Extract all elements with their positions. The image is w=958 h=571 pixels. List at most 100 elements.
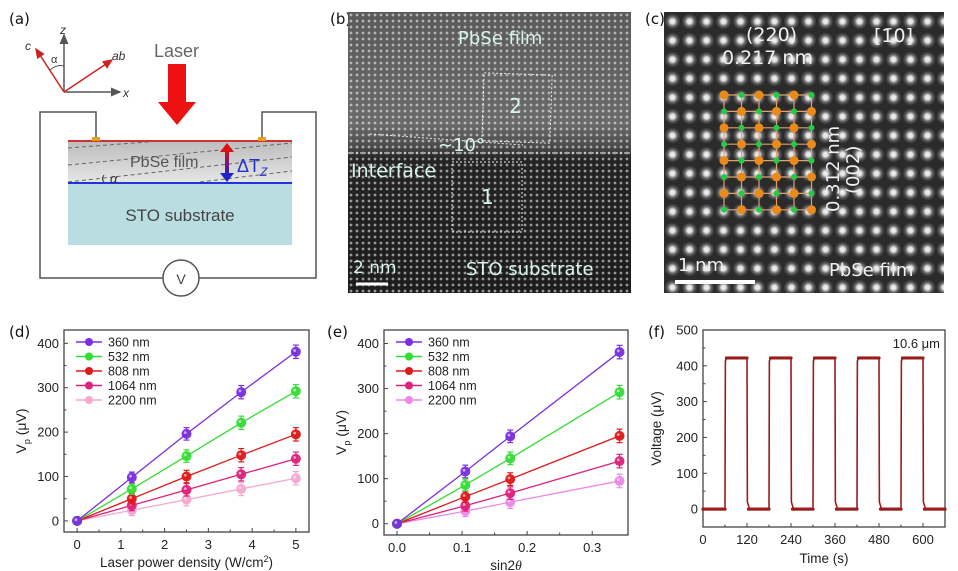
tilt-arc [102, 174, 105, 183]
pb-atom [719, 188, 729, 198]
data-point [614, 347, 625, 358]
series-line [396, 480, 620, 525]
legend-label: 2200 nm [108, 394, 157, 408]
se-atom [756, 141, 762, 148]
data-point [460, 466, 471, 477]
data-point [236, 387, 247, 398]
x-axis-label: Laser power density (W/cm2) [100, 554, 273, 570]
z-axis-label: z [59, 23, 66, 37]
x-tick-label: 480 [868, 532, 890, 547]
data-point [921, 356, 925, 360]
se-atom [738, 157, 745, 164]
film-label: PbSe film [130, 154, 198, 171]
legend-label: 532 nm [428, 350, 470, 364]
se-atom [791, 141, 797, 148]
substrate-label: STO substrate [125, 206, 234, 225]
data-point [614, 475, 625, 486]
data-point-highlight [183, 496, 187, 500]
panel-label-e: (e) [327, 323, 348, 341]
angle-label: ~10° [438, 135, 485, 156]
region-1-box [451, 161, 523, 233]
pbse-film-layer [68, 141, 292, 183]
chart-e-angle-dependence: 0.0 0.1 0.2 0.3 0 100 200 300 400 sin2θ Vp (μV) 360… [333, 329, 629, 571]
legend-label: 2200 nm [428, 394, 477, 408]
data-point-highlight [183, 431, 187, 435]
data-point [181, 451, 192, 462]
data-point-highlight [74, 518, 78, 522]
se-atom [756, 206, 762, 213]
laser-label: Laser [154, 41, 199, 61]
series-808-nm [72, 427, 301, 526]
se-atom [738, 92, 745, 98]
data-point [833, 356, 837, 360]
response-line [703, 357, 945, 510]
y-tick-label: 200 [676, 430, 698, 445]
c-axis-label: c [25, 39, 31, 53]
pb-atom [754, 188, 764, 198]
series-532-nm [72, 384, 301, 526]
c-axis [35, 47, 65, 93]
pb-atom [772, 172, 781, 182]
pb-atom [807, 205, 816, 215]
legend-marker [405, 338, 413, 346]
data-point-highlight [293, 475, 297, 479]
x-tick-label: 600 [912, 532, 934, 547]
se-atom [756, 108, 762, 115]
se-atom [808, 157, 815, 164]
data-point [723, 507, 727, 511]
data-point-highlight [616, 349, 620, 353]
x-tick-label: 120 [736, 532, 758, 547]
series-line [396, 460, 620, 525]
panel-label-c: (c) [645, 10, 665, 28]
y-axis-label-unit: (μV) [333, 410, 349, 441]
series-1064-nm [392, 453, 625, 529]
crystal-model [719, 90, 816, 215]
data-point-highlight [462, 503, 466, 506]
tilt-line [369, 133, 524, 146]
x-axis-label: sin2θ [490, 558, 522, 571]
pb-atom [754, 156, 764, 166]
y-tick-label: 200 [357, 426, 379, 441]
pb-atom [807, 139, 816, 149]
pb-atom [772, 205, 781, 215]
y-axis-label-sub: p [342, 441, 352, 446]
pb-atom [789, 123, 799, 133]
se-atom [791, 174, 797, 180]
y-tick-label: 200 [37, 425, 59, 440]
y-axis-label: Vp (μV) [333, 410, 352, 455]
data-point [181, 484, 192, 495]
x-tick-label: 240 [780, 532, 802, 547]
plane-002-label: (002) [843, 145, 864, 194]
y-tick-label: 0 [691, 502, 698, 517]
pb-atom [807, 172, 816, 182]
data-point-highlight [129, 474, 133, 478]
x-tick-label: 3 [205, 537, 212, 552]
y-tick-label: 100 [357, 471, 379, 486]
pb-atom [719, 156, 729, 166]
pb-atom [772, 139, 781, 149]
se-atom [773, 190, 780, 197]
data-point-highlight [293, 349, 297, 352]
x-axis-label: x [122, 86, 130, 100]
tilted-planes [67, 140, 293, 183]
y-tick-label: 100 [37, 469, 59, 484]
x-tick-label: 4 [249, 537, 256, 552]
y-axis-label-sub: p [22, 439, 32, 444]
legend-label: 360 nm [108, 336, 150, 350]
x-tick-label: 0 [699, 532, 706, 547]
region-1-label: 1 [481, 185, 494, 209]
data-point [290, 386, 301, 397]
pb-atom [719, 90, 729, 100]
data-point-highlight [462, 468, 466, 472]
scale-label: 1 nm [678, 255, 725, 276]
legend-marker [85, 338, 93, 346]
panel-label-d: (d) [9, 323, 31, 341]
x-tick-label: 0.2 [518, 540, 536, 555]
legend-marker [85, 367, 93, 375]
data-point-highlight [238, 486, 242, 490]
circuit-wire-right [199, 111, 317, 279]
data-point-highlight [183, 473, 187, 477]
y-axis-label-unit: (μV) [13, 409, 29, 440]
y-tick-label: 300 [37, 380, 59, 395]
